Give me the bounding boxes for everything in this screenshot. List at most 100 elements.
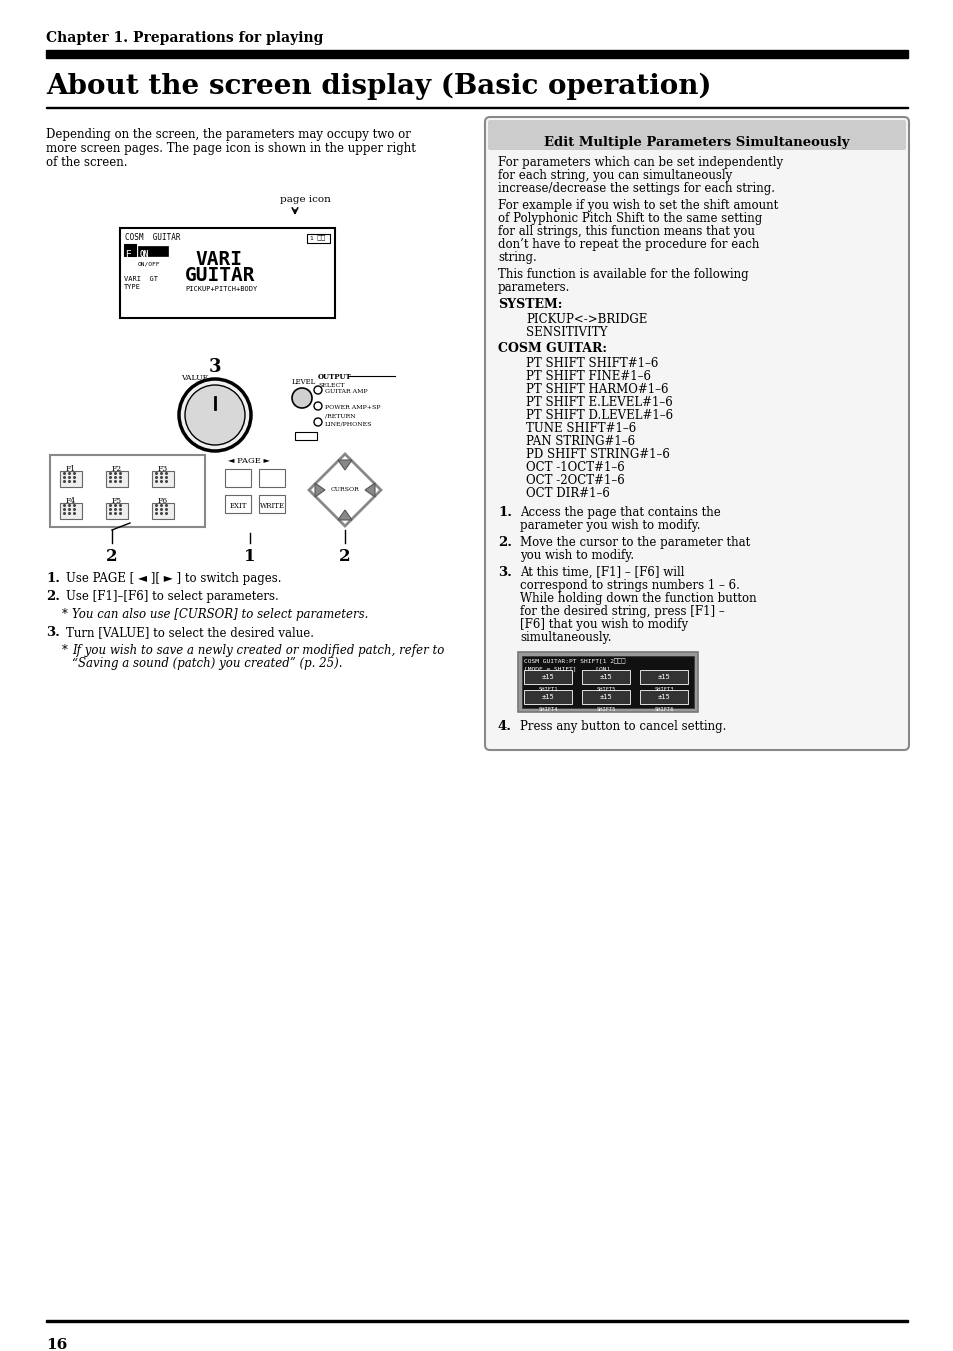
Text: 16: 16 [46, 1337, 67, 1351]
Text: F4: F4 [66, 497, 76, 505]
Bar [46, 107, 907, 108]
Text: F6: F6 [158, 497, 168, 505]
Bar [225, 494, 251, 513]
Text: PT SHIFT D.LEVEL#1–6: PT SHIFT D.LEVEL#1–6 [525, 409, 673, 422]
Circle shape [314, 386, 322, 394]
Text: COSM  GUITAR: COSM GUITAR [125, 232, 180, 242]
Text: PICKUP+PITCH+BODY: PICKUP+PITCH+BODY [185, 286, 257, 292]
Circle shape [314, 403, 322, 409]
Text: SHIFT6: SHIFT6 [654, 707, 673, 712]
Text: WRITE: WRITE [259, 503, 284, 509]
Text: ±15: ±15 [599, 674, 612, 680]
Text: /RETURN: /RETURN [325, 413, 355, 417]
Text: This function is available for the following: This function is available for the follo… [497, 267, 748, 281]
Text: About the screen display (Basic operation): About the screen display (Basic operatio… [46, 73, 711, 100]
FancyBboxPatch shape [484, 118, 908, 750]
Text: “Saving a sound (patch) you created” (p. 25).: “Saving a sound (patch) you created” (p.… [71, 657, 342, 670]
Text: SENSITIVITY: SENSITIVITY [525, 326, 607, 339]
Text: 1.: 1. [46, 571, 60, 585]
Text: F3: F3 [157, 465, 168, 473]
Text: [MODE = SHIFT]     [ON]: [MODE = SHIFT] [ON] [523, 666, 610, 671]
Text: ±15: ±15 [657, 674, 670, 680]
Text: string.: string. [497, 251, 537, 263]
Circle shape [185, 385, 245, 444]
Text: 1.: 1. [497, 507, 512, 519]
Text: VARI: VARI [194, 250, 242, 269]
Text: simultaneously.: simultaneously. [519, 631, 611, 644]
Bar [46, 1320, 907, 1323]
Text: 2.: 2. [46, 590, 60, 603]
Text: SHIFT5: SHIFT5 [596, 707, 615, 712]
Text: POWER AMP+SP: POWER AMP+SP [325, 405, 380, 409]
Text: 3.: 3. [497, 566, 512, 580]
Bar [639, 690, 687, 704]
Text: PT SHIFT HARMO#1–6: PT SHIFT HARMO#1–6 [525, 382, 668, 396]
Text: 2.: 2. [497, 536, 512, 549]
Text: CURSOR: CURSOR [331, 486, 359, 492]
Polygon shape [365, 484, 375, 497]
Text: COSM GUITAR:: COSM GUITAR: [497, 342, 606, 355]
Text: You can also use [CURSOR] to select parameters.: You can also use [CURSOR] to select para… [71, 608, 368, 621]
Text: Press any button to cancel setting.: Press any button to cancel setting. [519, 720, 725, 734]
Text: OCT -2OCT#1–6: OCT -2OCT#1–6 [525, 474, 624, 486]
Bar [523, 670, 572, 684]
Text: TYPE: TYPE [124, 284, 141, 290]
Bar [639, 670, 687, 684]
Text: *: * [62, 644, 68, 657]
Text: 3.: 3. [46, 626, 60, 639]
Text: of Polyphonic Pitch Shift to the same setting: of Polyphonic Pitch Shift to the same se… [497, 212, 761, 226]
Polygon shape [337, 459, 352, 470]
Text: ±15: ±15 [657, 694, 670, 700]
Text: LINE/PHONES: LINE/PHONES [325, 422, 372, 426]
Bar [523, 690, 572, 704]
Text: GUITAR AMP: GUITAR AMP [325, 389, 367, 394]
Text: PT SHIFT E.LEVEL#1–6: PT SHIFT E.LEVEL#1–6 [525, 396, 672, 409]
Text: don’t have to repeat the procedure for each: don’t have to repeat the procedure for e… [497, 238, 759, 251]
Text: VALUE: VALUE [181, 374, 209, 382]
Text: ON/OFF: ON/OFF [138, 261, 160, 266]
Bar [124, 245, 136, 255]
Text: F5: F5 [112, 497, 122, 505]
Bar [106, 471, 128, 486]
Text: parameters.: parameters. [497, 281, 570, 295]
Text: for the desired string, press [F1] –: for the desired string, press [F1] – [519, 605, 724, 617]
Text: 4.: 4. [497, 720, 512, 734]
Text: Use PAGE [ ◄ ][ ► ] to switch pages.: Use PAGE [ ◄ ][ ► ] to switch pages. [66, 571, 281, 585]
Text: SHIFT1: SHIFT1 [537, 688, 558, 692]
Text: SHIFT5: SHIFT5 [596, 688, 615, 692]
Text: correspond to strings numbers 1 – 6.: correspond to strings numbers 1 – 6. [519, 580, 740, 592]
Text: [F6] that you wish to modify: [F6] that you wish to modify [519, 617, 687, 631]
Circle shape [292, 388, 312, 408]
Bar [152, 503, 173, 519]
Text: F1: F1 [66, 465, 76, 473]
Text: *: * [62, 608, 68, 621]
Text: PD SHIFT STRING#1–6: PD SHIFT STRING#1–6 [525, 449, 669, 461]
Bar [258, 494, 285, 513]
Text: At this time, [F1] – [F6] will: At this time, [F1] – [F6] will [519, 566, 684, 580]
Text: PAN STRING#1–6: PAN STRING#1–6 [525, 435, 635, 449]
Text: Access the page that contains the: Access the page that contains the [519, 507, 720, 519]
Text: If you wish to save a newly created or modified patch, refer to: If you wish to save a newly created or m… [71, 644, 444, 657]
Bar [258, 469, 285, 486]
Bar [106, 503, 128, 519]
Text: SELECT: SELECT [317, 382, 344, 388]
Bar [225, 469, 251, 486]
Text: SHIFT3: SHIFT3 [654, 688, 673, 692]
Text: OCT -1OCT#1–6: OCT -1OCT#1–6 [525, 461, 624, 474]
Text: F2: F2 [112, 465, 122, 473]
FancyBboxPatch shape [488, 120, 905, 150]
Text: ON: ON [140, 250, 149, 259]
Bar [581, 690, 629, 704]
Text: E: E [125, 250, 131, 259]
Text: SHIFT4: SHIFT4 [537, 707, 558, 712]
Text: increase/decrease the settings for each string.: increase/decrease the settings for each … [497, 182, 774, 195]
Text: 2: 2 [106, 549, 117, 565]
Text: ±15: ±15 [599, 694, 612, 700]
Bar [60, 503, 82, 519]
Text: more screen pages. The page icon is shown in the upper right: more screen pages. The page icon is show… [46, 142, 416, 155]
Text: PT SHIFT FINE#1–6: PT SHIFT FINE#1–6 [525, 370, 650, 382]
Text: for all strings, this function means that you: for all strings, this function means tha… [497, 226, 754, 238]
Text: PT SHIFT SHIFT#1–6: PT SHIFT SHIFT#1–6 [525, 357, 658, 370]
Bar [46, 50, 907, 58]
Text: ±15: ±15 [541, 674, 554, 680]
